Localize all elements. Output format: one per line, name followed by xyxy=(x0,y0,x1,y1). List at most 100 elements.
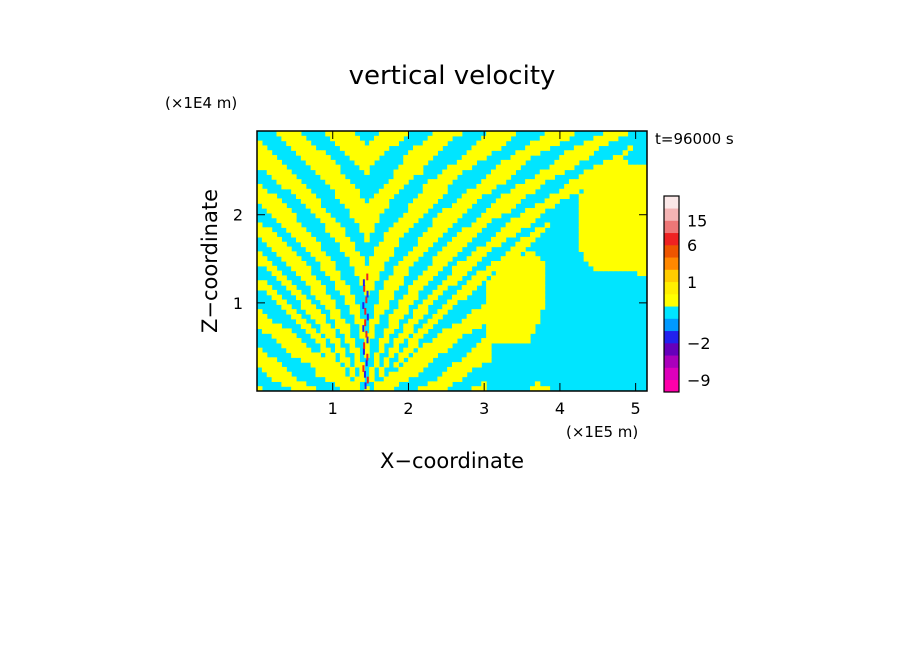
field-cell xyxy=(495,198,502,204)
field-cell xyxy=(417,193,424,199)
field-cell xyxy=(461,159,468,166)
colorbar-tick-label: −9 xyxy=(687,371,711,390)
field-cell xyxy=(520,275,526,281)
field-cell xyxy=(291,261,297,267)
field-cell xyxy=(378,304,385,310)
field-cell xyxy=(315,333,321,339)
field-cell xyxy=(296,183,302,190)
field-cell xyxy=(520,212,526,219)
field-cell xyxy=(325,265,331,272)
field-cell xyxy=(456,159,463,166)
field-cell xyxy=(291,289,297,296)
field-cell xyxy=(471,155,477,161)
field-cell xyxy=(286,179,292,185)
field-cell xyxy=(266,193,273,199)
field-cell xyxy=(486,352,492,358)
field-cell xyxy=(398,313,404,320)
field-cell xyxy=(539,145,546,151)
field-cell xyxy=(271,159,278,166)
field-cell xyxy=(339,174,346,180)
field-cell xyxy=(461,236,468,243)
field-cell xyxy=(291,227,297,233)
field-cell xyxy=(471,352,477,358)
field-cell xyxy=(608,174,614,180)
field-cell xyxy=(617,169,624,175)
field-cell xyxy=(486,338,492,344)
field-cell xyxy=(491,328,497,334)
core-cell xyxy=(366,273,369,281)
field-cell xyxy=(510,265,516,272)
field-cell xyxy=(505,232,512,238)
field-cell xyxy=(354,318,360,325)
field-cell xyxy=(608,256,614,262)
field-cell xyxy=(271,357,278,363)
field-cell xyxy=(481,188,487,195)
field-cell xyxy=(383,381,390,387)
field-cell xyxy=(437,174,443,180)
field-cell xyxy=(627,198,633,204)
field-cell xyxy=(417,352,424,358)
field-cell xyxy=(349,140,356,147)
field-cell xyxy=(330,309,336,315)
field-cell xyxy=(300,193,307,199)
field-cell xyxy=(383,357,390,363)
field-cell xyxy=(349,381,356,387)
field-cell xyxy=(466,232,473,238)
field-cell xyxy=(442,328,448,334)
field-cell xyxy=(417,246,424,252)
field-cell xyxy=(305,357,312,363)
field-cell xyxy=(530,289,536,296)
field-cell xyxy=(291,212,297,219)
field-cell xyxy=(456,232,463,238)
x-unit-label: (×1E5 m) xyxy=(566,423,638,441)
field-cell xyxy=(305,246,312,252)
field-cell xyxy=(349,251,356,257)
field-cell xyxy=(525,313,531,320)
field-cell xyxy=(335,362,341,368)
field-cell xyxy=(447,164,453,171)
field-cell xyxy=(408,208,414,214)
colorbar-segment xyxy=(664,330,679,344)
field-cell xyxy=(369,371,375,378)
field-cell xyxy=(471,145,477,151)
field-cell xyxy=(598,140,604,147)
field-cell xyxy=(505,328,512,334)
field-cell xyxy=(300,227,307,233)
field-cell xyxy=(296,270,302,277)
field-cell xyxy=(364,342,370,349)
field-cell xyxy=(637,232,643,238)
field-cell xyxy=(525,289,531,296)
field-cell xyxy=(515,246,521,252)
field-cell xyxy=(583,145,590,151)
field-cell xyxy=(422,352,429,358)
field-cell xyxy=(486,265,492,272)
field-cell xyxy=(525,256,531,262)
field-cell xyxy=(549,164,555,171)
field-cell xyxy=(461,208,468,214)
field-cell xyxy=(525,155,531,161)
field-cell xyxy=(510,275,516,281)
field-cell xyxy=(515,318,521,325)
field-cell xyxy=(378,246,385,252)
field-cell xyxy=(335,285,341,291)
field-cell xyxy=(539,265,546,272)
field-cell xyxy=(354,386,360,391)
field-cell xyxy=(530,145,536,151)
field-cell xyxy=(349,342,356,349)
field-cell xyxy=(520,285,526,291)
field-cell xyxy=(612,236,619,243)
field-cell xyxy=(637,222,643,228)
field-cell xyxy=(583,188,590,195)
field-cell xyxy=(588,145,594,151)
field-cell xyxy=(354,381,360,387)
field-cell xyxy=(305,309,312,315)
field-cell xyxy=(417,386,424,391)
field-cell xyxy=(530,294,536,301)
field-cell xyxy=(369,328,375,334)
field-cell xyxy=(427,347,434,354)
field-cell xyxy=(320,155,326,161)
field-cell xyxy=(296,265,302,272)
field-cell xyxy=(271,376,278,382)
field-cell xyxy=(447,328,453,334)
field-cell xyxy=(378,145,385,151)
